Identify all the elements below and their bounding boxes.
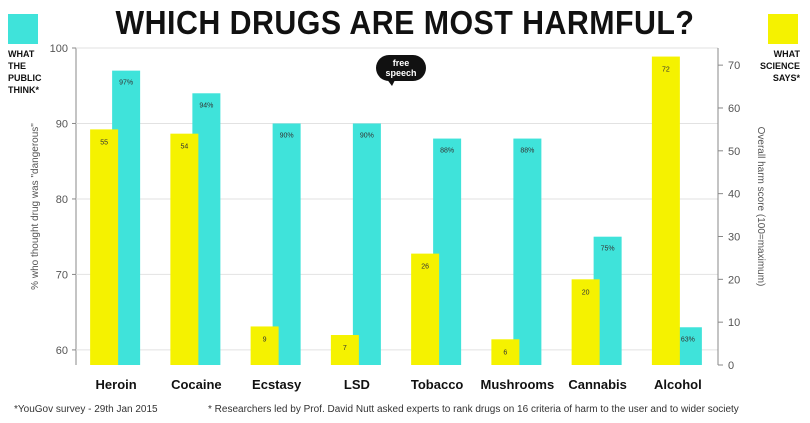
science-legend-line: WHAT — [773, 49, 800, 59]
science-data-label: 55 — [100, 139, 108, 146]
public-data-label: 63% — [681, 336, 695, 343]
category-label: Cannabis — [568, 377, 627, 392]
public-bar — [352, 123, 381, 365]
left-axis-title: % who thought drug was "dangerous" — [30, 123, 41, 290]
science-legend-label: WHAT SCIENCE SAYS* — [740, 48, 800, 84]
right-tick-label: 50 — [728, 146, 740, 158]
science-bar — [571, 279, 600, 365]
public-data-label: 88% — [440, 148, 454, 155]
science-bar — [411, 253, 440, 365]
science-legend-line: SCIENCE — [759, 61, 800, 71]
science-data-label: 6 — [503, 349, 507, 356]
public-legend-line: WHAT — [8, 49, 35, 59]
chart-title: WHICH DRUGS ARE MOST HARMFUL? — [115, 4, 695, 41]
right-tick-label: 30 — [728, 231, 740, 243]
free-speech-logo: free speech — [376, 55, 426, 81]
science-bar — [250, 326, 279, 365]
right-tick-label: 70 — [728, 60, 740, 72]
science-bar — [90, 129, 119, 365]
science-data-label: 7 — [343, 345, 347, 352]
science-bar — [651, 56, 680, 365]
science-data-label: 54 — [180, 144, 188, 151]
science-legend-swatch — [768, 14, 798, 44]
public-data-label: 97% — [119, 80, 133, 87]
left-tick-label: 80 — [56, 194, 68, 206]
public-data-label: 75% — [601, 246, 615, 253]
public-bar — [272, 123, 301, 365]
public-data-label: 90% — [360, 132, 374, 139]
public-legend-label: WHAT THE PUBLIC THINK* — [8, 48, 68, 96]
category-label: Heroin — [96, 377, 137, 392]
logo-speech-tail — [386, 78, 396, 86]
right-tick-label: 60 — [728, 103, 740, 115]
left-tick-label: 60 — [56, 345, 68, 357]
category-label: Alcohol — [654, 377, 702, 392]
public-legend-line: PUBLIC — [8, 73, 42, 83]
category-label: Mushrooms — [481, 377, 555, 392]
science-legend-line: SAYS* — [772, 73, 800, 83]
right-tick-label: 0 — [728, 360, 734, 372]
left-tick-label: 100 — [50, 43, 68, 55]
left-tick-label: 90 — [56, 118, 68, 130]
public-bar — [513, 138, 542, 365]
public-data-label: 94% — [199, 102, 213, 109]
science-data-label: 20 — [582, 289, 590, 296]
footnote-survey: *YouGov survey - 29th Jan 2015 — [14, 404, 158, 415]
science-bar — [170, 133, 199, 365]
logo-line: free — [392, 58, 410, 68]
logo-line: speech — [385, 68, 417, 78]
science-data-label: 72 — [662, 67, 670, 74]
science-bar — [491, 339, 520, 365]
public-data-label: 88% — [520, 148, 534, 155]
science-data-label: 9 — [263, 336, 267, 343]
right-tick-label: 20 — [728, 274, 740, 286]
right-tick-label: 40 — [728, 189, 740, 201]
public-legend-line: THINK* — [8, 85, 39, 95]
category-label: LSD — [344, 377, 370, 392]
public-legend-swatch — [8, 14, 38, 44]
footnote-research: * Researchers led by Prof. David Nutt as… — [208, 404, 739, 415]
public-legend-line: THE — [8, 61, 26, 71]
category-label: Cocaine — [171, 377, 222, 392]
public-data-label: 90% — [280, 132, 294, 139]
left-tick-label: 70 — [56, 269, 68, 281]
category-label: Ecstasy — [252, 377, 302, 392]
science-bar — [330, 335, 359, 365]
category-label: Tobacco — [411, 377, 464, 392]
science-data-label: 26 — [421, 264, 429, 271]
right-axis-title: Overall harm score (100=maximum) — [755, 127, 766, 287]
right-tick-label: 10 — [728, 317, 740, 329]
